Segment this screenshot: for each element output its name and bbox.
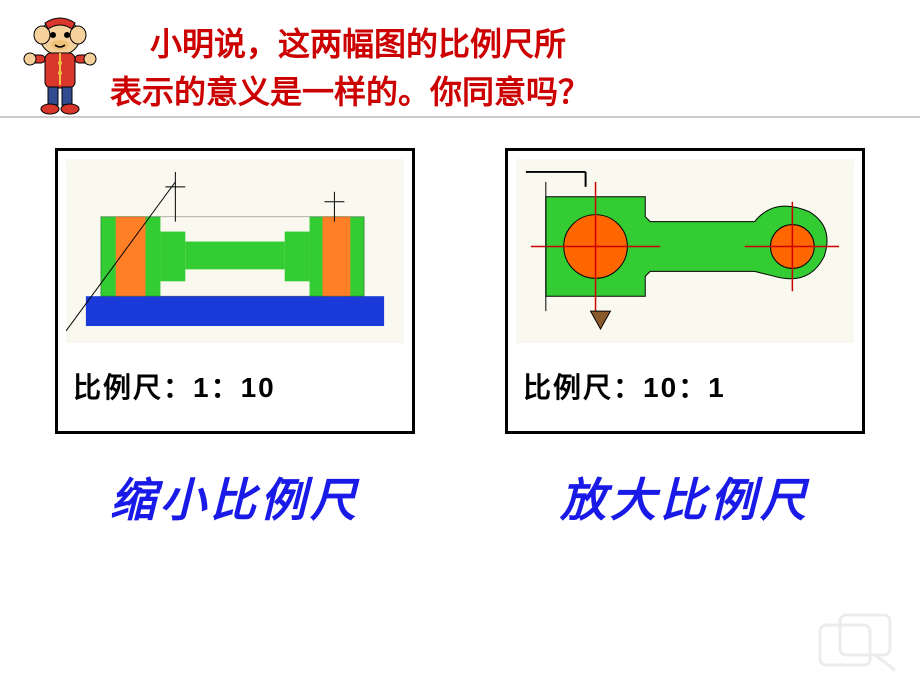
label-enlarge: 放大比例尺 [505,464,865,530]
question-line2: 表示的意义是一样的。你同意吗？ [110,74,590,110]
labels-row: 缩小比例尺 放大比例尺 [0,444,920,550]
label-shrink: 缩小比例尺 [55,464,415,530]
figures-row: 比例尺：1：10 比例尺：10：1 [0,118,920,444]
figure-left-box: 比例尺：1：10 [55,148,415,434]
monkey-mascot-icon [20,15,100,115]
question-text: 小明说，这两幅图的比例尺所 表示的意义是一样的。你同意吗？ [110,15,590,116]
figure-left-caption: 比例尺：1：10 [58,351,412,431]
figure-right-box: 比例尺：10：1 [505,148,865,434]
figure-left-drawing [58,151,412,351]
header: 小明说，这两幅图的比例尺所 表示的意义是一样的。你同意吗？ [0,0,920,121]
watermark-icon [815,610,905,680]
figure-right-caption: 比例尺：10：1 [508,351,862,431]
question-line1: 小明说，这两幅图的比例尺所 [110,26,566,62]
figure-right-drawing [508,151,862,351]
